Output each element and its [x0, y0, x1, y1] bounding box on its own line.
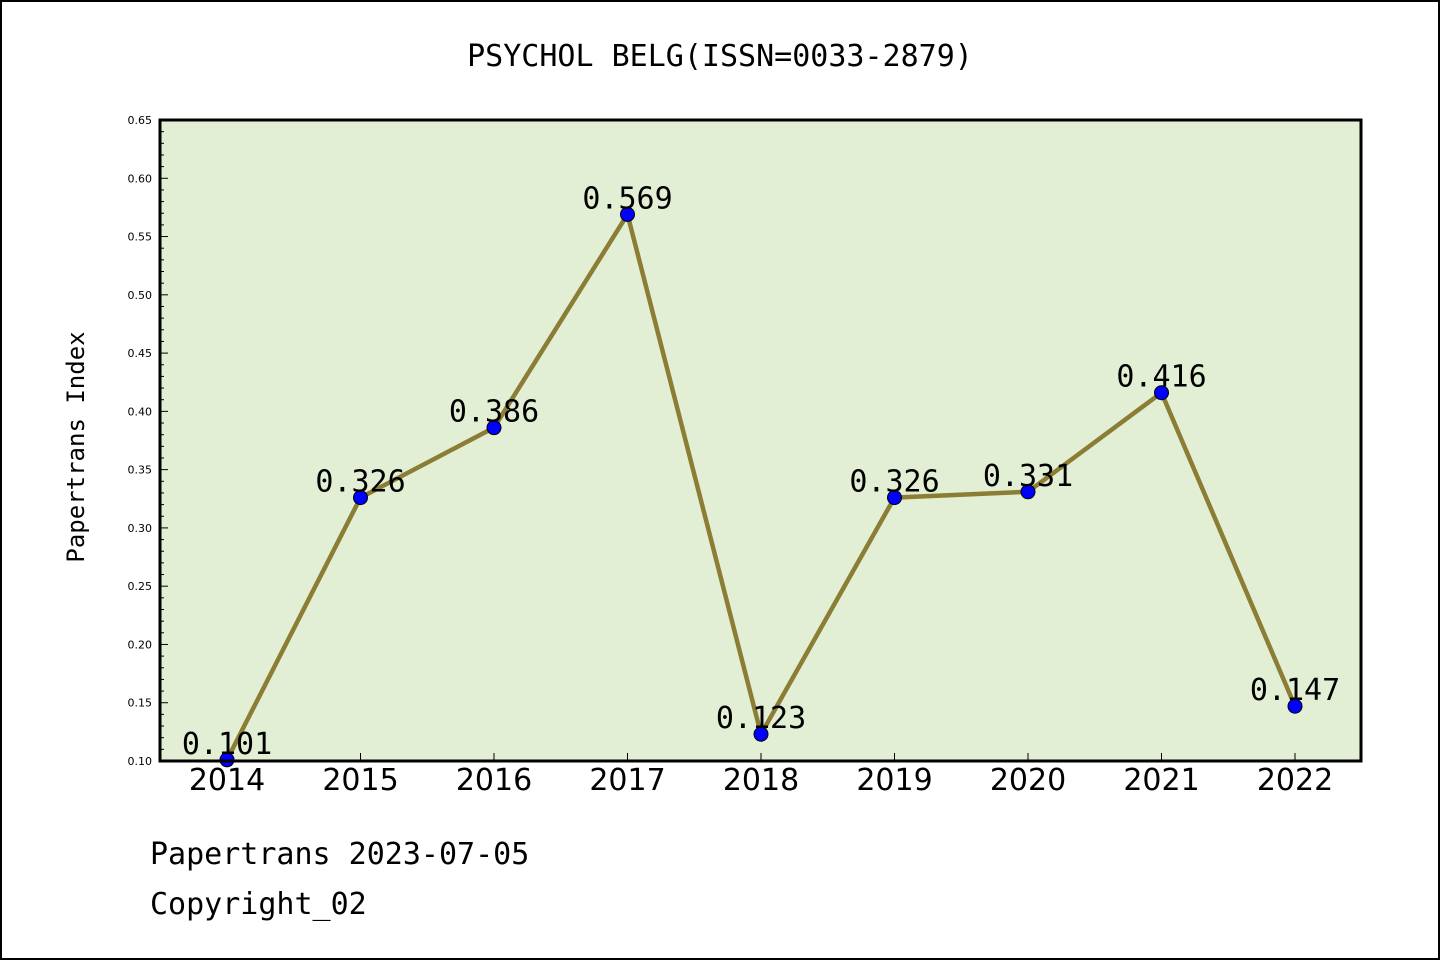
plot-area — [160, 120, 1361, 761]
data-label: 0.569 — [582, 181, 672, 216]
y-tick-label: 0.10 — [128, 755, 153, 768]
data-label: 0.326 — [849, 465, 939, 500]
data-point — [486, 420, 502, 436]
y-tick-label: 0.25 — [128, 580, 153, 593]
x-tick-label: 2020 — [990, 763, 1066, 798]
y-tick-label: 0.60 — [128, 172, 153, 185]
x-tick-label: 2014 — [189, 763, 265, 798]
footer-copyright: Copyright_02 — [150, 887, 367, 922]
data-label: 0.147 — [1250, 673, 1340, 708]
x-tick-label: 2015 — [322, 763, 398, 798]
x-tick-label: 2022 — [1257, 763, 1333, 798]
data-label: 0.101 — [182, 727, 272, 762]
chart-title: PSYCHOL BELG(ISSN=0033-2879) — [467, 39, 973, 74]
y-axis-label: Papertrans Index — [62, 331, 90, 562]
plot-border — [158, 118, 1363, 763]
y-tick-label: 0.45 — [128, 347, 153, 360]
y-tick-label: 0.30 — [128, 522, 153, 535]
data-point — [887, 490, 902, 506]
x-tick-label: 2019 — [856, 763, 932, 798]
y-axis: 0.10 0.15 0.20 0.25 0.30 0.35 0.40 0.45 0.50 0.55… — [128, 114, 168, 768]
y-tick-label: 0.35 — [128, 464, 153, 477]
y-tick-label: 0.15 — [128, 697, 153, 710]
x-axis: 2014 2015 2016 2017 2018 2019 2020 2021 2022 — [189, 753, 1333, 798]
series-layer: 0.101 0.326 0.386 0.569 0.123 0.326 0.331 0.416… — [182, 181, 1340, 768]
data-point — [1154, 385, 1169, 401]
y-tick-label: 0.65 — [128, 114, 153, 127]
data-point — [753, 726, 769, 742]
data-label: 0.123 — [716, 701, 806, 736]
footer-date: Papertrans 2023-07-05 — [150, 837, 529, 872]
data-point — [1287, 698, 1303, 714]
x-tick-label: 2017 — [589, 763, 665, 798]
x-tick-label: 2016 — [456, 763, 532, 798]
y-tick-label: 0.40 — [128, 405, 153, 418]
y-tick-label: 0.50 — [128, 289, 153, 302]
data-label: 0.386 — [449, 395, 539, 430]
data-point — [1020, 484, 1036, 500]
data-point — [620, 206, 635, 222]
data-label: 0.331 — [983, 459, 1073, 494]
data-label: 0.326 — [315, 465, 405, 500]
x-tick-label: 2018 — [723, 763, 799, 798]
data-point — [353, 490, 368, 506]
y-tick-label: 0.20 — [128, 638, 153, 651]
y-tick-label: 0.55 — [128, 231, 153, 244]
data-label: 0.416 — [1116, 360, 1206, 395]
x-tick-label: 2021 — [1123, 763, 1199, 798]
